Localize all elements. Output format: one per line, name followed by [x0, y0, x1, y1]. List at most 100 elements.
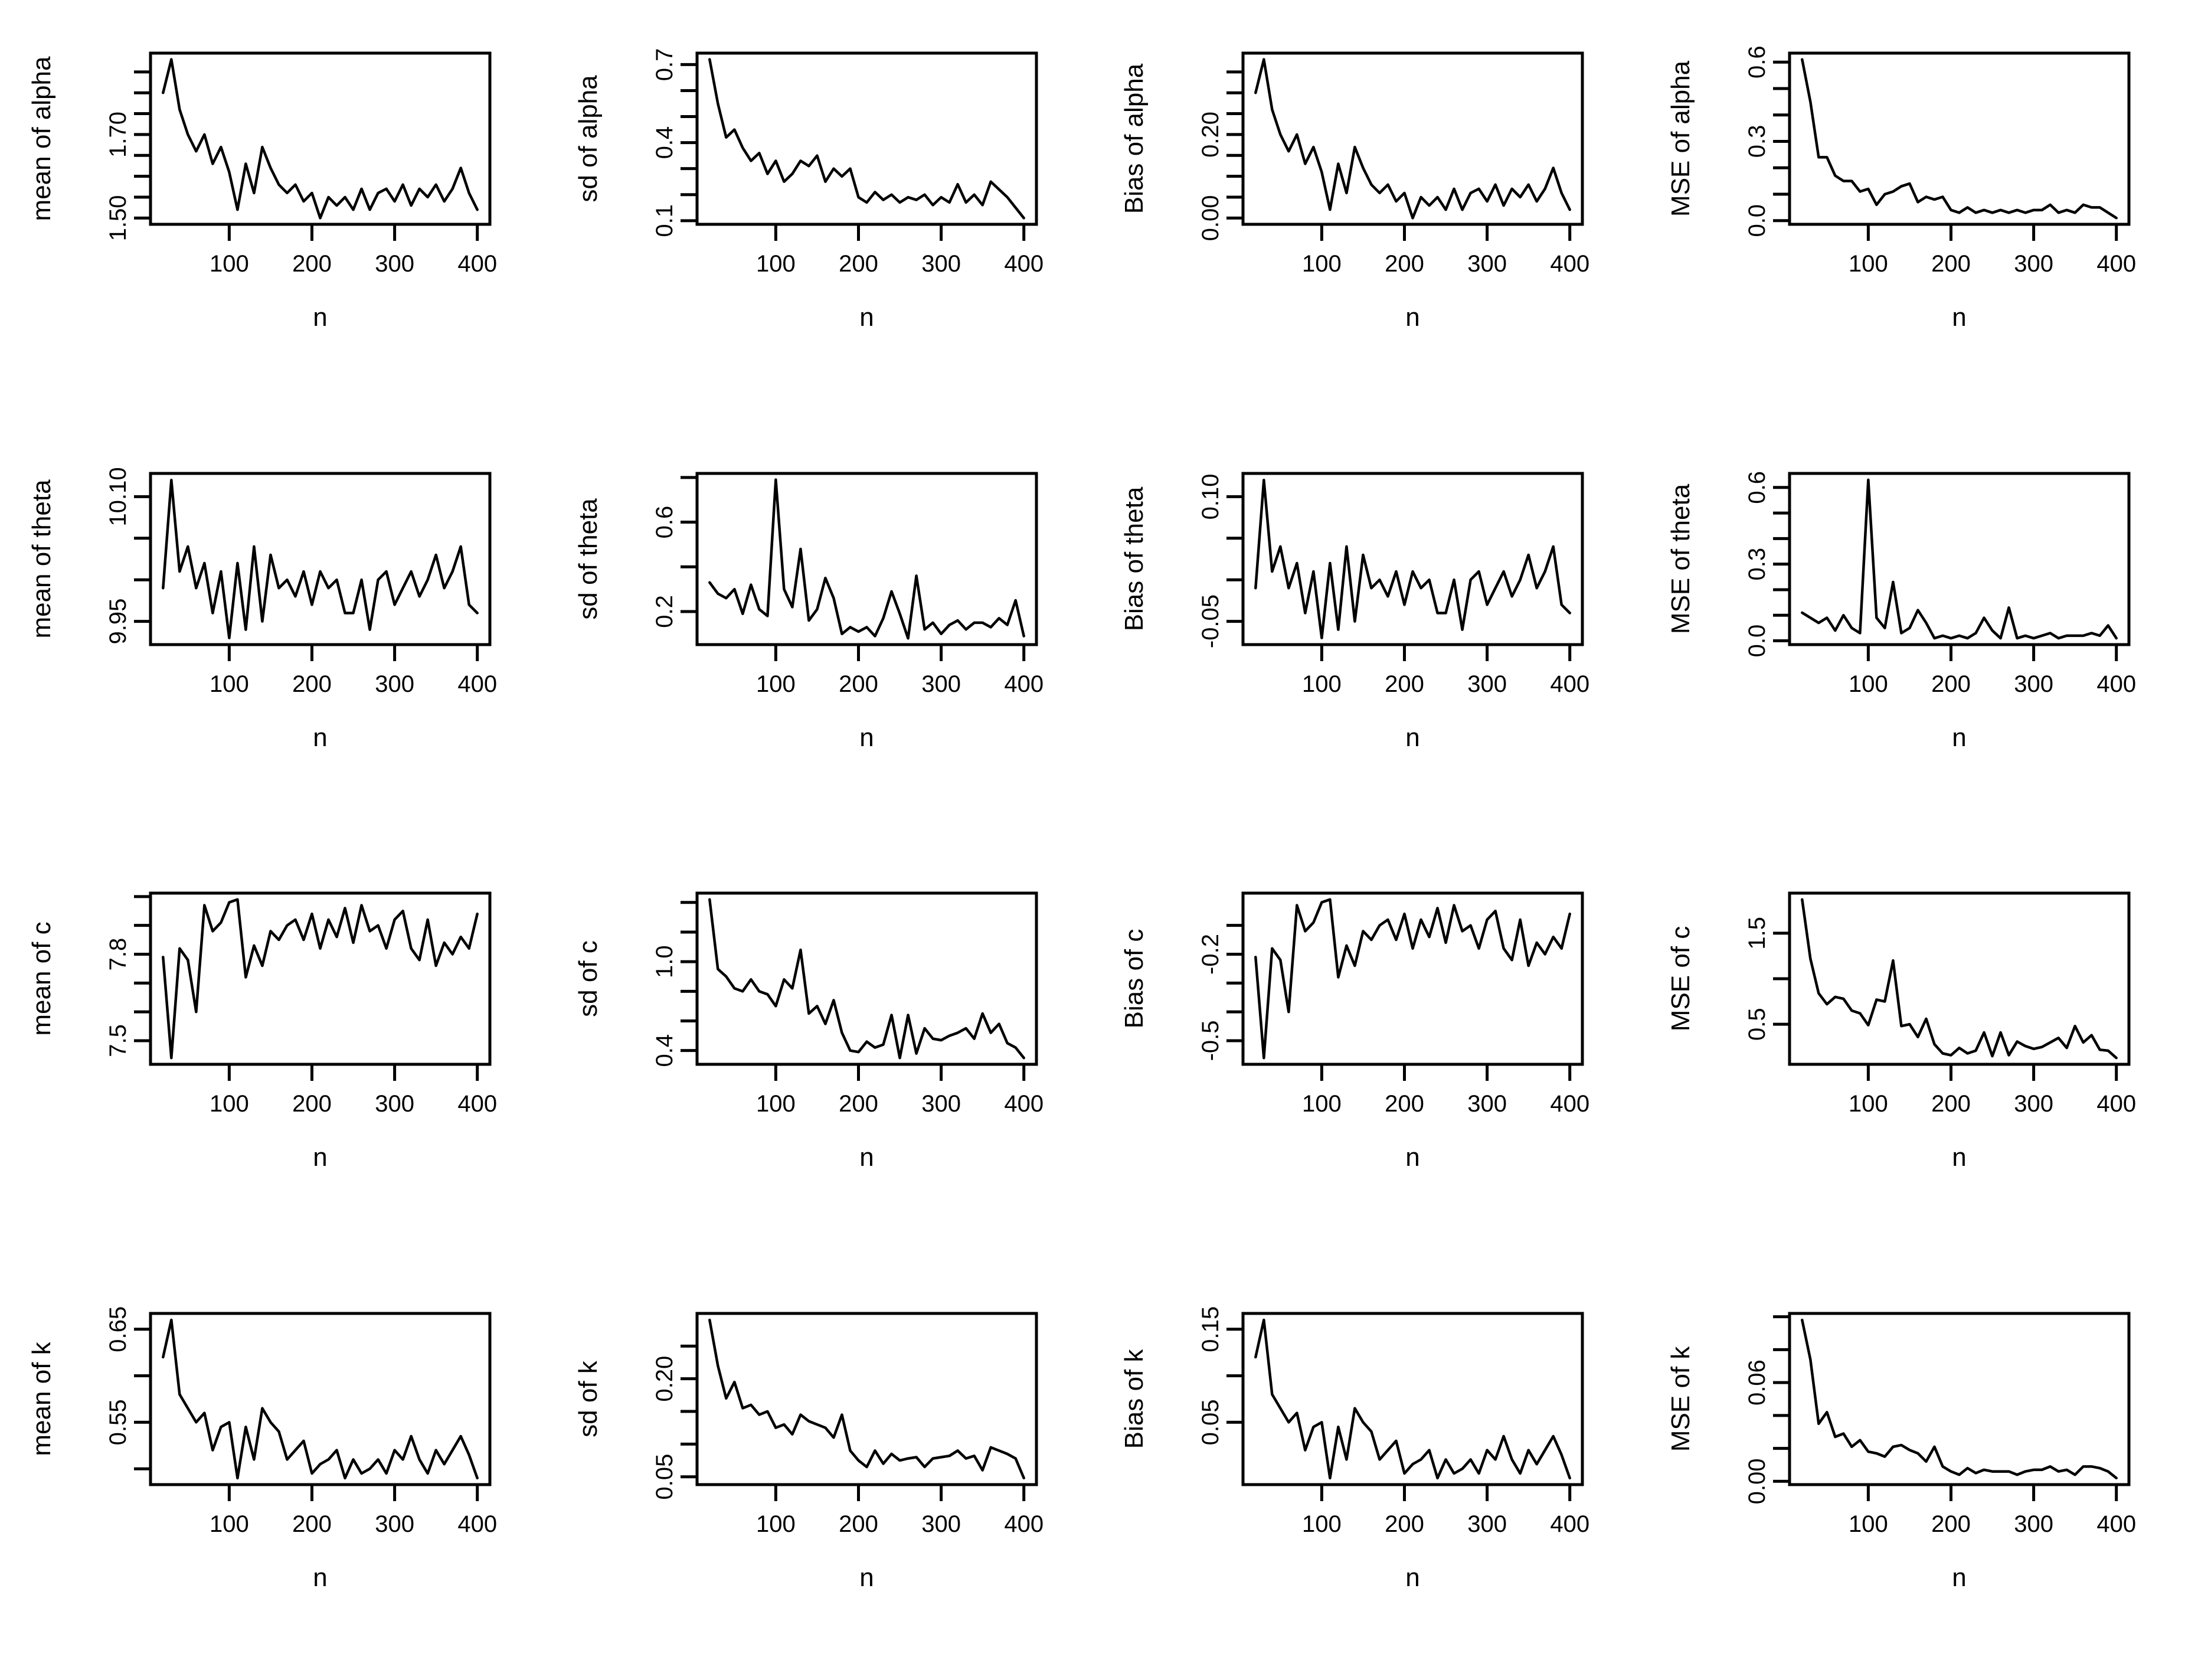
plot-box	[149, 891, 492, 1066]
y-tick-label: 0.00	[1198, 195, 1224, 241]
x-axis-title: n	[1405, 723, 1419, 752]
plot-sd-of-c: 100 200 300 400 n 0.4 1.0 sd of c	[574, 891, 1044, 1172]
panel-sd-of-theta: 100 200 300 400 n 0.2 0.6 sd of theta	[547, 420, 1093, 841]
x-axis-title: n	[1405, 1563, 1419, 1592]
x-tick-label: 200	[292, 251, 332, 277]
x-axis-title: n	[1952, 1563, 1966, 1592]
x-tick-label: 400	[2096, 251, 2136, 277]
plot-bias-of-c: 100 200 300 400 n -0.5 -0.2 Bias of c	[1120, 891, 1589, 1172]
x-tick-label: 400	[1550, 1511, 1589, 1537]
plot-box	[1788, 1312, 2130, 1486]
x-tick-label: 400	[457, 1511, 497, 1537]
x-axis-title: n	[1952, 303, 1966, 332]
y-axis-title: mean of theta	[27, 479, 56, 638]
series-line	[1254, 478, 1571, 639]
x-tick-label: 400	[457, 671, 497, 697]
series-line	[162, 1318, 479, 1479]
y-tick-label: 1.0	[652, 945, 678, 978]
y-tick-label: 0.20	[1198, 112, 1224, 158]
panel-bias-of-k: 100 200 300 400 n 0.05 0.15 Bias of k	[1092, 1260, 1639, 1680]
x-tick-label: 100	[1849, 1091, 1888, 1117]
x-tick-label: 100	[1849, 671, 1888, 697]
x-tick-label: 300	[1467, 1511, 1507, 1537]
x-tick-label: 100	[210, 1091, 249, 1117]
x-axis-title: n	[313, 303, 327, 332]
x-tick-label: 200	[839, 251, 878, 277]
series-line	[1800, 58, 2118, 220]
x-tick-label: 300	[2014, 671, 2053, 697]
y-axis-title: sd of alpha	[574, 75, 603, 202]
plot-sd-of-k: 100 200 300 400 n 0.05 0.20 sd of k	[574, 1312, 1044, 1592]
x-tick-label: 400	[1550, 671, 1589, 697]
y-axis-title: MSE of k	[1666, 1345, 1695, 1451]
x-tick-label: 400	[1550, 251, 1589, 277]
x-axis-title: n	[1405, 1143, 1419, 1172]
x-tick-label: 300	[375, 671, 414, 697]
x-axis-title: n	[859, 723, 874, 752]
x-tick-label: 100	[756, 1091, 796, 1117]
series-line	[1254, 898, 1571, 1060]
x-tick-label: 400	[1004, 671, 1044, 697]
series-line	[1254, 58, 1571, 220]
y-tick-label: 0.55	[105, 1399, 131, 1445]
series-line	[708, 58, 1025, 220]
plot-box	[695, 891, 1038, 1066]
x-tick-label: 100	[756, 671, 796, 697]
panel-mean-of-theta: 100 200 300 400 n 9.95 10.10 mean of theta	[0, 420, 547, 841]
plot-box	[1241, 472, 1584, 646]
x-tick-label: 300	[2014, 1511, 2053, 1537]
x-tick-label: 100	[210, 671, 249, 697]
panel-sd-of-k: 100 200 300 400 n 0.05 0.20 sd of k	[547, 1260, 1093, 1680]
x-tick-label: 300	[921, 1091, 961, 1117]
x-axis-title: n	[859, 1143, 874, 1172]
series-line	[162, 58, 479, 220]
x-tick-label: 100	[1302, 1511, 1342, 1537]
plot-sd-of-theta: 100 200 300 400 n 0.2 0.6 sd of theta	[574, 472, 1044, 752]
plot-bias-of-alpha: 100 200 300 400 n 0.00 0.20 Bias of alpha	[1120, 51, 1589, 332]
x-tick-label: 300	[1467, 1091, 1507, 1117]
plot-mean-of-c: 100 200 300 400 n 7.5 7.8 mean of c	[27, 891, 497, 1172]
y-axis-title: MSE of theta	[1666, 483, 1695, 634]
plot-mean-of-k: 100 200 300 400 n 0.55 0.65 mean of k	[27, 1306, 497, 1591]
series-line	[708, 1318, 1025, 1479]
panel-bias-of-c: 100 200 300 400 n -0.5 -0.2 Bias of c	[1092, 840, 1639, 1260]
plot-box	[149, 51, 492, 226]
panel-mean-of-c: 100 200 300 400 n 7.5 7.8 mean of c	[0, 840, 547, 1260]
y-axis-title: sd of k	[574, 1360, 603, 1437]
y-tick-label: 0.00	[1744, 1458, 1770, 1504]
x-tick-label: 100	[1302, 251, 1342, 277]
y-tick-label: -0.05	[1198, 594, 1224, 648]
y-tick-label: 0.05	[1198, 1399, 1224, 1445]
x-axis-title: n	[313, 723, 327, 752]
x-tick-label: 100	[1849, 1511, 1888, 1537]
y-tick-label: 1.50	[105, 195, 131, 241]
y-tick-label: 1.70	[105, 112, 131, 158]
y-tick-label: 0.20	[652, 1355, 678, 1401]
x-tick-label: 200	[839, 1511, 878, 1537]
x-tick-label: 100	[1302, 1091, 1342, 1117]
x-tick-label: 200	[1385, 1091, 1424, 1117]
x-tick-label: 100	[210, 1511, 249, 1537]
series-line	[1800, 478, 2118, 639]
plot-bias-of-k: 100 200 300 400 n 0.05 0.15 Bias of k	[1120, 1306, 1589, 1592]
series-line	[708, 478, 1025, 640]
y-tick-label: 0.6	[1744, 471, 1770, 504]
x-tick-label: 300	[1467, 671, 1507, 697]
y-axis-title: Bias of c	[1120, 929, 1149, 1029]
x-tick-label: 400	[2096, 671, 2136, 697]
series-line	[1800, 898, 2118, 1060]
x-tick-label: 200	[839, 1091, 878, 1117]
x-tick-label: 300	[2014, 1091, 2053, 1117]
x-tick-label: 100	[1849, 251, 1888, 277]
plot-box	[149, 1312, 492, 1486]
y-tick-label: 0.3	[1744, 547, 1770, 580]
y-tick-label: -0.5	[1198, 1020, 1224, 1061]
plot-mse-of-k: 100 200 300 400 n 0.00 0.06 MSE of k	[1666, 1312, 2136, 1592]
x-tick-label: 300	[921, 1511, 961, 1537]
plot-mse-of-theta: 100 200 300 400 n 0.0 0.3 0.6 MSE of theta	[1666, 471, 2136, 752]
x-tick-label: 300	[1467, 251, 1507, 277]
y-axis-title: mean of c	[27, 921, 56, 1035]
x-tick-label: 200	[1385, 251, 1424, 277]
x-tick-label: 400	[1004, 1511, 1044, 1537]
series-line	[162, 898, 479, 1060]
